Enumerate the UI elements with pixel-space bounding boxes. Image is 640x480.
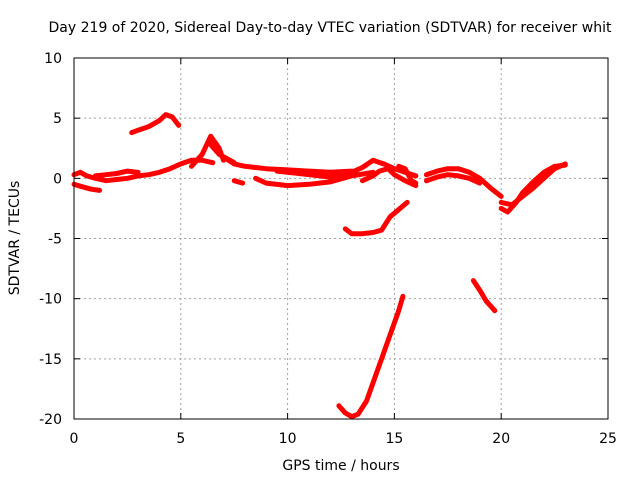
x-tick-label: 10 (279, 431, 297, 447)
series-track-7 (221, 154, 237, 166)
y-tick-label: -15 (39, 352, 62, 368)
x-axis-label: GPS time / hours (282, 458, 399, 474)
series-track-17 (423, 172, 483, 186)
x-tick-label: 25 (599, 431, 617, 447)
y-tick-label: 10 (44, 51, 62, 67)
y-tick-labels: -20 -15 -10 -5 0 5 10 (39, 51, 62, 428)
series-track-8 (231, 178, 246, 186)
y-tick-label: -10 (39, 292, 62, 308)
y-tick-label: -5 (48, 232, 62, 248)
y-tick-label: 0 (53, 171, 62, 187)
x-tick-label: 5 (176, 431, 185, 447)
tick-marks (73, 57, 609, 420)
series-track-2 (71, 181, 103, 193)
series-track-18 (470, 278, 498, 314)
y-tick-label: 5 (53, 111, 62, 127)
y-tick-label: -20 (39, 412, 62, 428)
series-track-3 (92, 168, 141, 179)
chart-title: Day 219 of 2020, Sidereal Day-to-day VTE… (49, 20, 612, 36)
x-tick-label: 0 (70, 431, 79, 447)
grid-lines (74, 58, 608, 419)
series-track-13 (396, 163, 419, 186)
x-tick-labels: 0 5 10 15 20 25 (70, 431, 617, 447)
series-track-16 (423, 166, 504, 199)
series-track-12 (359, 166, 419, 189)
x-tick-label: 20 (492, 431, 510, 447)
series-track-10 (274, 168, 355, 180)
series-track-14 (342, 199, 410, 237)
series-track-15 (336, 293, 406, 420)
series-track-6 (206, 139, 355, 175)
series-track-4 (129, 112, 182, 136)
data-series-group (71, 112, 568, 420)
y-axis-label: SDTVAR / TECUs (7, 181, 23, 296)
series-track-20 (498, 161, 568, 208)
x-tick-label: 15 (385, 431, 403, 447)
series-track-1 (71, 157, 216, 184)
